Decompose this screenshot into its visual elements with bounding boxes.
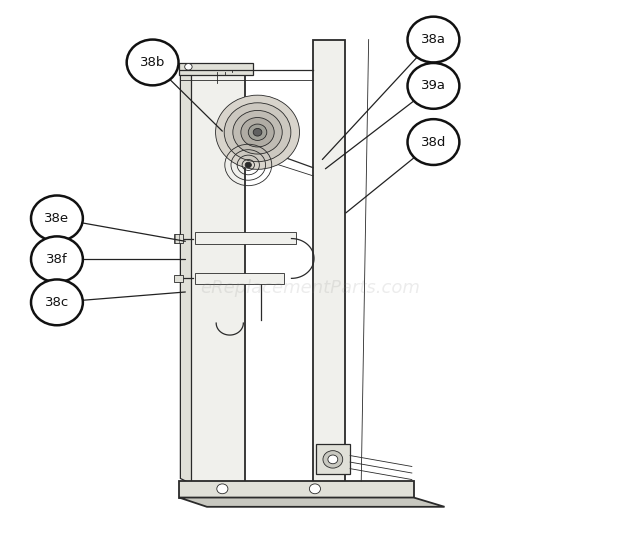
Polygon shape [180, 64, 192, 484]
Bar [174, 234, 183, 243]
Text: eReplacementParts.com: eReplacementParts.com [200, 278, 420, 296]
Circle shape [233, 111, 282, 154]
Circle shape [328, 455, 338, 464]
Text: 38e: 38e [45, 212, 69, 225]
Text: 38c: 38c [45, 296, 69, 309]
Bar [195, 232, 296, 244]
Bar [179, 481, 414, 498]
Bar [195, 273, 284, 284]
Circle shape [217, 484, 228, 494]
Circle shape [407, 16, 459, 62]
Circle shape [126, 39, 179, 85]
Text: 38b: 38b [140, 56, 166, 69]
Circle shape [407, 119, 459, 165]
Circle shape [31, 196, 83, 241]
Text: 38f: 38f [46, 253, 68, 266]
Circle shape [216, 95, 299, 169]
Bar [174, 275, 183, 282]
Bar [179, 63, 253, 75]
Bar [192, 70, 245, 484]
Circle shape [185, 64, 192, 70]
Text: 39a: 39a [421, 79, 446, 93]
Circle shape [245, 162, 251, 168]
Circle shape [31, 236, 83, 282]
Circle shape [323, 450, 343, 468]
Circle shape [248, 124, 267, 140]
Bar [316, 444, 350, 474]
Text: 38d: 38d [421, 135, 446, 149]
Circle shape [31, 279, 83, 326]
Circle shape [241, 117, 274, 147]
Text: 38a: 38a [421, 33, 446, 46]
Circle shape [224, 103, 291, 162]
Circle shape [309, 484, 321, 494]
Circle shape [407, 63, 459, 109]
Circle shape [253, 128, 262, 136]
Bar [313, 39, 345, 495]
Polygon shape [179, 498, 445, 507]
